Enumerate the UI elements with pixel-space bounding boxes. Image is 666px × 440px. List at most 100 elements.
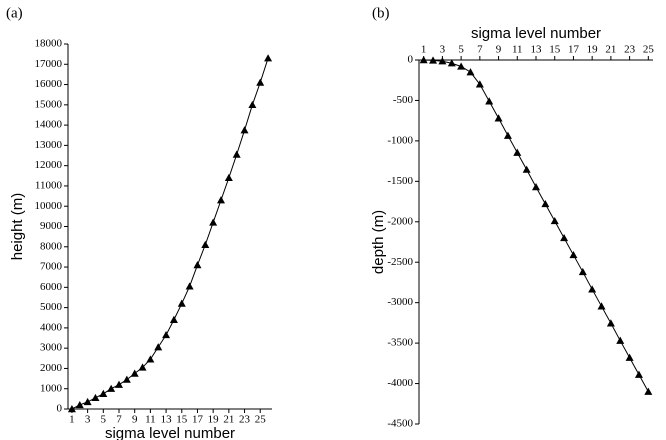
marker (185, 282, 194, 290)
x-tick-label: 19 (587, 44, 599, 56)
x-tick-label: 23 (624, 44, 636, 56)
x-tick-label: 1 (421, 44, 427, 56)
marker (146, 355, 155, 363)
y-tick-label: 15000 (35, 98, 63, 110)
panel-label: (a) (6, 5, 23, 21)
marker (217, 196, 225, 204)
marker (83, 397, 92, 406)
x-tick-label: 17 (192, 414, 204, 426)
x-tick-label: 23 (239, 414, 251, 426)
marker (130, 369, 139, 377)
marker (138, 363, 147, 371)
x-tick-label: 11 (145, 414, 156, 426)
marker (485, 97, 494, 105)
marker (606, 319, 615, 327)
x-tick-label: 15 (176, 414, 188, 426)
y-tick-label: -1500 (387, 175, 413, 187)
y-tick-label: 9000 (40, 220, 63, 232)
marker (597, 302, 606, 310)
y-tick-label: -500 (393, 94, 414, 106)
marker (193, 261, 202, 269)
y-tick-label: 10000 (35, 200, 63, 212)
y-tick-label: 1000 (40, 382, 63, 394)
marker (67, 405, 76, 413)
y-tick-label: -1000 (387, 134, 413, 146)
marker (541, 199, 550, 208)
marker (625, 353, 634, 361)
x-tick-label: 25 (643, 44, 655, 56)
y-tick-label: -4500 (387, 418, 413, 430)
marker (256, 78, 265, 86)
y-tick-label: -2000 (387, 215, 413, 227)
y-tick-label: 0 (408, 54, 414, 66)
marker (224, 173, 233, 182)
marker (75, 400, 84, 409)
x-tick-label: 21 (223, 414, 234, 426)
x-tick-label: 13 (531, 44, 543, 56)
panel-label: (b) (372, 5, 390, 21)
marker (569, 250, 578, 259)
marker (578, 267, 587, 276)
y-tick-label: 11000 (35, 179, 63, 191)
marker (169, 315, 178, 323)
x-tick-label: 7 (116, 414, 122, 426)
x-tick-label: 17 (568, 44, 580, 56)
y-tick-label: 16000 (35, 78, 63, 90)
y-tick-label: -3500 (387, 337, 413, 349)
x-tick-label: 1 (69, 414, 75, 426)
x-tick-label: 9 (132, 414, 138, 426)
x-tick-label: 3 (85, 414, 91, 426)
marker (162, 330, 171, 339)
x-tick-label: 7 (477, 44, 483, 56)
marker (264, 54, 273, 62)
y-tick-label: -3000 (387, 296, 413, 308)
y-tick-label: -2500 (387, 256, 413, 268)
x-tick-label: 25 (255, 414, 267, 426)
marker (99, 389, 108, 397)
marker (588, 285, 597, 293)
x-tick-label: 5 (458, 44, 464, 56)
marker (503, 131, 512, 139)
y-tick-label: 5000 (40, 301, 63, 313)
marker (177, 299, 186, 307)
marker (209, 218, 218, 226)
y-tick-label: 3000 (40, 342, 63, 354)
y-axis-title: depth (m) (370, 210, 387, 274)
y-tick-label: -4000 (387, 377, 413, 389)
marker (232, 150, 241, 158)
y-tick-label: 13000 (35, 139, 63, 151)
y-tick-label: 8000 (40, 240, 63, 252)
marker (107, 384, 116, 392)
y-tick-label: 2000 (40, 362, 63, 374)
marker (438, 57, 447, 65)
marker (550, 216, 559, 225)
marker (154, 343, 163, 351)
y-tick-label: 12000 (35, 159, 63, 171)
y-tick-label: 14000 (35, 119, 63, 131)
x-tick-label: 15 (549, 44, 561, 56)
y-tick-label: 18000 (35, 38, 63, 50)
series-line (423, 59, 649, 392)
y-tick-label: 0 (57, 403, 63, 415)
x-tick-label: 19 (208, 414, 220, 426)
marker (122, 375, 131, 383)
marker (419, 56, 428, 64)
y-tick-label: 4000 (40, 321, 63, 333)
marker (91, 393, 100, 402)
x-axis-title: sigma level number (105, 425, 235, 440)
marker (447, 59, 456, 67)
marker (560, 233, 569, 242)
marker (466, 68, 475, 76)
marker (634, 370, 643, 378)
marker (457, 62, 466, 70)
y-tick-label: 17000 (35, 58, 63, 70)
marker (475, 80, 484, 88)
marker (429, 56, 438, 64)
x-tick-label: 9 (496, 44, 502, 56)
marker (522, 165, 531, 173)
y-tick-label: 6000 (40, 281, 63, 293)
marker (644, 387, 653, 395)
marker (616, 336, 625, 344)
marker (532, 182, 540, 191)
series-line (71, 58, 269, 410)
